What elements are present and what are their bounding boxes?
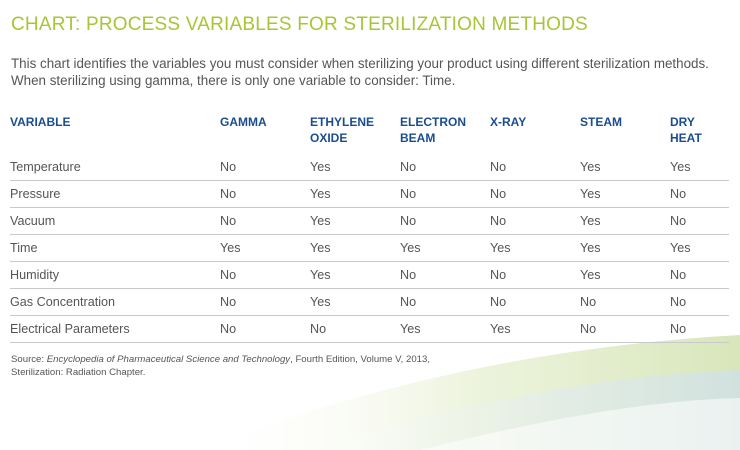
column-header-line: VARIABLE [10,115,71,129]
column-header: STEAM [580,112,670,154]
column-header-line: BEAM [400,131,436,145]
method-value-cell: Yes [490,234,580,262]
source-suffix: , Fourth Edition, Volume V, 2013, [290,354,431,365]
column-header: ELECTRON BEAM [400,112,490,154]
table-body: Temperature No Yes No No Yes Yes Pressure No Yes N… [10,154,729,343]
intro-line: When sterilizing using gamma, there is o… [11,73,456,88]
column-header-line: ELECTRON [400,115,466,129]
method-value-cell: Yes [400,315,490,343]
table-header-row: VARIABLE GAMMA ETHYLENE OXIDE ELECTRON BEAM X-… [10,112,729,154]
method-value-cell: Yes [220,234,310,262]
column-header: GAMMA [220,112,310,154]
method-value-cell: Yes [490,315,580,343]
method-value-cell: No [490,154,580,181]
column-header-line: X-RAY [490,115,527,129]
method-value-cell: No [490,207,580,235]
column-header-line: GAMMA [220,115,267,129]
sterilization-variables-table: VARIABLE GAMMA ETHYLENE OXIDE ELECTRON BEAM X-… [10,112,729,343]
method-value-cell: Yes [580,154,670,181]
method-value-cell: No [670,180,729,208]
method-value-cell: No [220,180,310,208]
method-value-cell: Yes [310,180,400,208]
column-header-line: DRY HEAT [670,115,702,145]
method-value-cell: No [670,207,729,235]
intro-line: This chart identifies the variables you … [11,56,709,71]
method-value-cell: Yes [310,288,400,316]
source-publication: Encyclopedia of Pharmaceutical Science a… [46,354,291,365]
method-value-cell: Yes [310,234,400,262]
table-row: Pressure No Yes No No Yes No [10,180,729,208]
source-citation: Source: Encyclopedia of Pharmaceutical S… [11,353,511,379]
column-header: VARIABLE [10,112,220,154]
method-value-cell: No [310,315,400,343]
variable-name-cell: Pressure [10,180,220,208]
method-value-cell: Yes [580,261,670,289]
column-header: DRY HEAT [670,112,729,154]
variable-name-cell: Electrical Parameters [10,315,220,343]
method-value-cell: Yes [310,261,400,289]
source-prefix: Source: [11,354,47,365]
method-value-cell: Yes [580,234,670,262]
table-row: Electrical Parameters No No Yes Yes No No [10,315,729,343]
variable-name-cell: Temperature [10,154,220,181]
method-value-cell: No [490,288,580,316]
variable-name-cell: Gas Concentration [10,288,220,316]
column-header: ETHYLENE OXIDE [310,112,400,154]
method-value-cell: No [220,315,310,343]
intro-paragraph: This chart identifies the variables you … [11,55,736,89]
variable-name-cell: Time [10,234,220,262]
method-value-cell: No [670,288,729,316]
chart-title: CHART: PROCESS VARIABLES FOR STERILIZATI… [11,14,588,35]
column-header-line: STEAM [580,115,622,129]
variable-name-cell: Humidity [10,261,220,289]
table-row: Humidity No Yes No No Yes No [10,261,729,289]
method-value-cell: Yes [670,234,729,262]
method-value-cell: Yes [310,154,400,181]
method-value-cell: No [220,154,310,181]
method-value-cell: Yes [310,207,400,235]
method-value-cell: No [400,154,490,181]
method-value-cell: No [580,288,670,316]
method-value-cell: No [670,315,729,343]
method-value-cell: No [670,261,729,289]
method-value-cell: Yes [400,234,490,262]
method-value-cell: No [400,261,490,289]
column-header-line: OXIDE [310,131,348,145]
method-value-cell: No [490,180,580,208]
method-value-cell: Yes [670,154,729,181]
method-value-cell: No [220,207,310,235]
method-value-cell: No [490,261,580,289]
method-value-cell: Yes [580,180,670,208]
method-value-cell: No [220,261,310,289]
variable-name-cell: Vacuum [10,207,220,235]
method-value-cell: No [400,180,490,208]
table-row: Temperature No Yes No No Yes Yes [10,154,729,181]
method-value-cell: No [400,288,490,316]
table-row: Time Yes Yes Yes Yes Yes Yes [10,234,729,262]
column-header-line: ETHYLENE [310,115,375,129]
table-row: Vacuum No Yes No No Yes No [10,207,729,235]
method-value-cell: Yes [580,207,670,235]
table-row: Gas Concentration No Yes No No No No [10,288,729,316]
method-value-cell: No [400,207,490,235]
method-value-cell: No [220,288,310,316]
column-header: X-RAY [490,112,580,154]
method-value-cell: No [580,315,670,343]
source-line2: Sterilization: Radiation Chapter. [11,367,146,378]
